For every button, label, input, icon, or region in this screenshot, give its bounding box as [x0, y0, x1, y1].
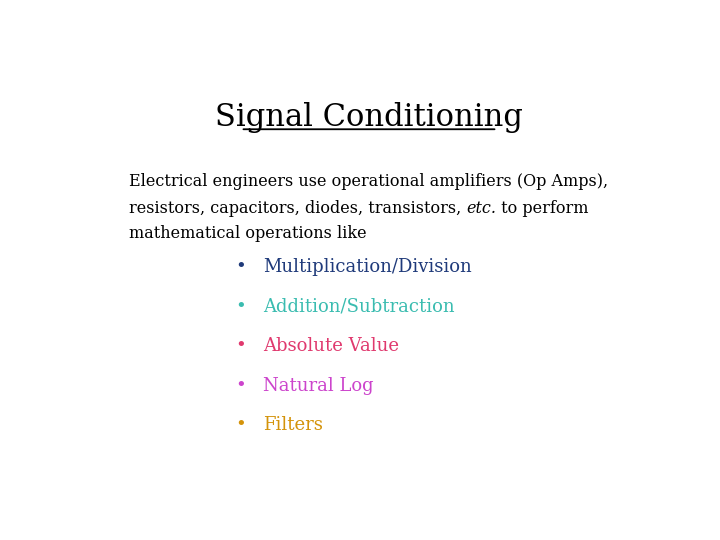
- Text: resistors, capacitors, diodes, transistors,: resistors, capacitors, diodes, transisto…: [129, 200, 467, 217]
- Text: Addition/Subtraction: Addition/Subtraction: [263, 298, 454, 316]
- Text: •: •: [235, 416, 246, 434]
- Text: to perform: to perform: [496, 200, 589, 217]
- Text: etc.: etc.: [467, 200, 496, 217]
- Text: Signal Conditioning: Signal Conditioning: [215, 102, 523, 133]
- Text: Absolute Value: Absolute Value: [263, 337, 399, 355]
- Text: •: •: [235, 298, 246, 316]
- Text: Electrical engineers use operational amplifiers (Op Amps),: Electrical engineers use operational amp…: [129, 173, 608, 190]
- Text: Filters: Filters: [263, 416, 323, 434]
- Text: mathematical operations like: mathematical operations like: [129, 225, 366, 242]
- Text: Multiplication/Division: Multiplication/Division: [263, 258, 472, 276]
- Text: •: •: [235, 337, 246, 355]
- Text: Natural Log: Natural Log: [263, 377, 374, 395]
- Text: •: •: [235, 258, 246, 276]
- Text: •: •: [235, 377, 246, 395]
